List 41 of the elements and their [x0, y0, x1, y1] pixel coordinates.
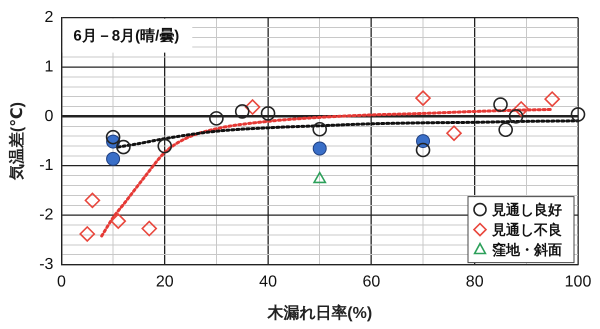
x-tick-label: 20: [156, 274, 174, 291]
legend-label: 見通し良好: [491, 201, 562, 218]
x-tick-label: 60: [362, 274, 380, 291]
point: [260, 106, 276, 121]
point: [570, 107, 586, 122]
point: [312, 122, 328, 137]
x-tick-label: 80: [466, 274, 484, 291]
point: [106, 152, 120, 166]
y-axis-title: 気温差(℃): [8, 102, 26, 182]
x-tick-label: 0: [56, 274, 66, 291]
point: [116, 140, 131, 154]
legend-label: 見通し不良: [491, 221, 562, 238]
y-tick-label: 1: [44, 58, 54, 76]
y-tick-label: 0: [44, 108, 54, 125]
point: [508, 109, 524, 124]
point: [234, 104, 250, 119]
point: [79, 226, 96, 242]
point: [110, 213, 126, 229]
x-tick-label: 40: [259, 274, 278, 291]
y-tick-label: -1: [39, 157, 54, 174]
y-tick-label: 2: [44, 9, 54, 26]
point: [415, 90, 431, 106]
point: [157, 138, 172, 154]
point: [513, 101, 529, 117]
point: [106, 130, 120, 144]
text: 6月－8月(晴/曇): [73, 28, 180, 45]
x-axis-title: 木漏れ日率(%): [266, 302, 372, 322]
point: [498, 122, 513, 138]
point: [84, 192, 100, 208]
point: [209, 111, 224, 126]
point: [312, 142, 327, 156]
y-tick-label: -2: [39, 206, 54, 224]
point: [446, 125, 462, 141]
point: [493, 97, 508, 112]
point: [141, 220, 158, 236]
point: [544, 91, 560, 107]
point: [416, 142, 430, 158]
point: [244, 99, 260, 115]
x-tick-label: 100: [564, 274, 592, 291]
y-tick-label: -3: [39, 256, 54, 274]
legend-label: 窪地・斜面: [492, 241, 562, 258]
